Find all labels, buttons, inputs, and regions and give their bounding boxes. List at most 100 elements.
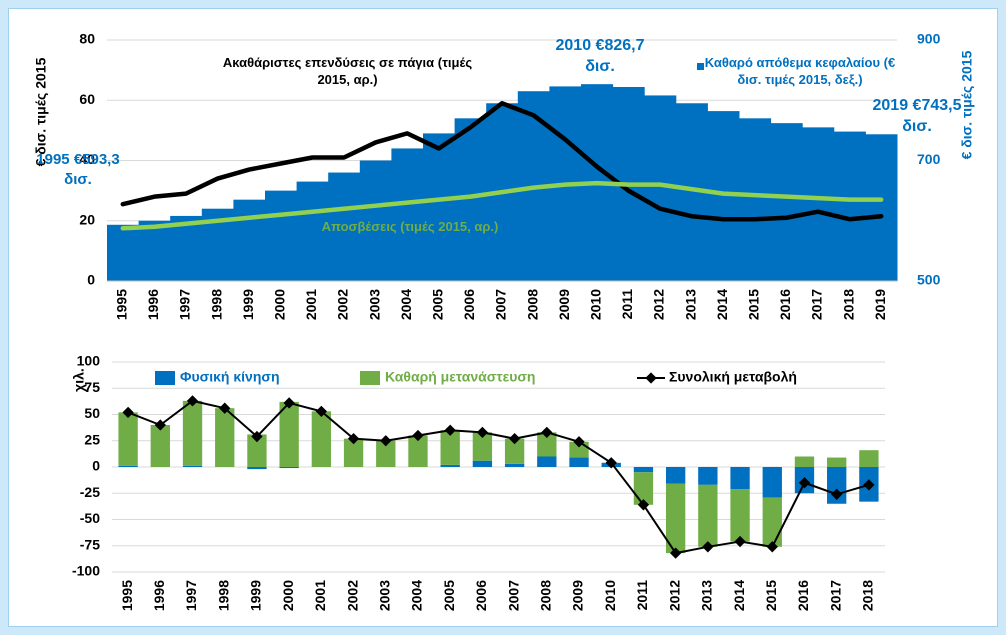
legend-marker — [645, 372, 657, 384]
x-tick-label: 2009 — [570, 580, 586, 611]
y-tick-label: 25 — [84, 431, 100, 447]
marker — [766, 541, 778, 553]
marker — [283, 397, 295, 409]
legend-swatch — [155, 371, 175, 385]
series-label: Ακαθάριστες επενδύσεις σε πάγια (τιμές 2… — [222, 55, 473, 87]
x-tick-label: 2000 — [280, 580, 296, 611]
bar — [423, 133, 456, 281]
series-label: Αποσβέσεις (τιμές 2015, αρ.) — [321, 219, 499, 234]
marker — [347, 432, 360, 445]
x-tick-label: 2004 — [398, 289, 414, 320]
y-tick-label: -25 — [80, 484, 100, 500]
bar — [698, 467, 718, 485]
annotation: 2010 €826,7 δισ. — [555, 37, 645, 75]
x-tick-label: 2017 — [827, 580, 843, 611]
y-axis-title: χιλ. — [71, 368, 87, 392]
marker — [219, 402, 231, 414]
y-axis-title: € δισ. τιμές 2015 — [33, 57, 49, 166]
legend-label: Καθαρή μετανάστευση — [385, 369, 536, 385]
bar — [408, 435, 428, 467]
y-tick-label: 20 — [79, 211, 95, 227]
bar — [296, 181, 329, 281]
x-tick-label: 2000 — [272, 289, 288, 320]
x-tick-label: 2012 — [666, 580, 682, 611]
bar — [569, 457, 589, 467]
marker — [541, 426, 553, 439]
x-tick-label: 2016 — [795, 580, 811, 611]
line — [127, 399, 870, 555]
bar — [150, 425, 170, 467]
legend-label: Καθαρό απόθεμα κεφαλαίου (€ δισ. τιμές 2… — [704, 55, 896, 87]
bar — [770, 123, 803, 282]
legend-label: Φυσική κίνηση — [180, 369, 280, 385]
x-tick-label: 2019 — [872, 289, 888, 320]
x-tick-label: 2011 — [634, 580, 650, 611]
marker — [798, 477, 811, 489]
x-tick-label: 2012 — [651, 289, 667, 320]
bar — [279, 401, 299, 467]
bar — [247, 434, 267, 467]
x-tick-label: 1997 — [177, 289, 193, 320]
x-tick-label: 1995 — [119, 580, 135, 611]
marker — [831, 488, 843, 500]
x-tick-label: 2006 — [473, 580, 489, 611]
bar — [118, 465, 138, 467]
bar — [802, 127, 835, 281]
y-tick-label: 60 — [79, 91, 95, 107]
x-tick-label: 2005 — [430, 289, 446, 320]
x-tick-label: 2004 — [409, 580, 425, 611]
marker — [380, 435, 392, 447]
x-tick-label: 2009 — [556, 289, 572, 320]
bar — [391, 148, 424, 281]
bar — [472, 432, 493, 461]
bar — [472, 460, 493, 467]
bar — [440, 430, 460, 465]
line — [120, 180, 884, 231]
y-tick-label: -75 — [80, 536, 100, 552]
x-tick-label: 2015 — [763, 580, 779, 611]
legend-label: Συνολική μεταβολή — [669, 369, 797, 385]
x-tick-label: 2007 — [505, 580, 521, 611]
marker — [186, 395, 199, 407]
x-tick-label: 2013 — [699, 580, 715, 611]
annotation: 2019 €743,5 δισ. — [872, 97, 962, 135]
legend-swatch — [360, 371, 380, 385]
x-tick-label: 1996 — [145, 289, 161, 320]
y2-tick-label: 900 — [917, 31, 941, 47]
marker — [315, 405, 328, 418]
x-tick-label: 2011 — [619, 289, 635, 320]
bar — [730, 467, 750, 490]
x-tick-label: 2010 — [588, 289, 604, 320]
bar — [182, 465, 203, 467]
x-tick-label: 2002 — [344, 580, 360, 611]
y-tick-label: 50 — [84, 405, 100, 421]
x-tick-label: 2008 — [538, 580, 554, 611]
x-tick-label: 1995 — [114, 289, 130, 320]
marker — [669, 547, 682, 559]
bar — [504, 438, 525, 464]
annotation: 1995 €593,3 δισ. — [36, 151, 120, 188]
bar — [698, 484, 718, 547]
y-tick-label: 0 — [87, 272, 95, 288]
y-tick-label: -50 — [80, 510, 100, 526]
bar — [118, 412, 138, 466]
bar — [233, 199, 266, 281]
line — [120, 101, 884, 222]
bar — [328, 172, 361, 281]
bar — [247, 467, 267, 470]
bar — [182, 400, 203, 466]
bar — [279, 467, 299, 469]
bar — [762, 467, 782, 498]
bar — [265, 190, 298, 281]
marker — [444, 424, 456, 436]
legend-swatch — [697, 63, 704, 70]
bar — [633, 467, 654, 473]
x-tick-label: 2016 — [777, 289, 793, 320]
bar — [859, 450, 879, 467]
x-tick-label: 2007 — [493, 289, 509, 320]
y-tick-label: 80 — [79, 31, 95, 47]
x-tick-label: 2015 — [746, 289, 762, 320]
x-tick-label: 2008 — [524, 289, 540, 320]
y2-tick-label: 700 — [917, 151, 941, 167]
